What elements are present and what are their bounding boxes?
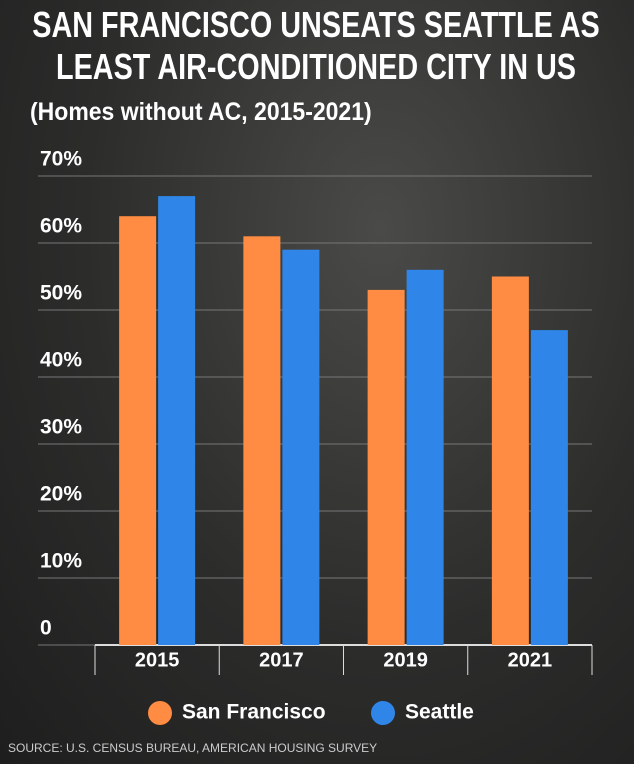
y-tick-label: 30% <box>40 416 82 439</box>
legend-label: Seattle <box>405 701 474 724</box>
chart-subtitle: (Homes without AC, 2015-2021) <box>30 98 372 126</box>
legend-marker <box>371 701 395 725</box>
bar <box>367 289 405 645</box>
legend-marker <box>148 701 172 725</box>
y-tick-label: 10% <box>40 550 82 573</box>
bar <box>282 249 320 645</box>
y-tick-label: 50% <box>40 282 82 305</box>
bar <box>406 269 444 645</box>
y-tick-label: 60% <box>40 215 82 238</box>
x-tick-label: 2019 <box>383 649 428 671</box>
bar <box>119 216 157 645</box>
bar <box>530 330 568 645</box>
x-tick-label: 2021 <box>508 649 553 671</box>
bar <box>158 196 196 645</box>
bar <box>491 276 529 645</box>
chart-title: SAN FRANCISCO UNSEATS SEATTLE AS LEAST A… <box>32 4 600 87</box>
source-note: SOURCE: U.S. CENSUS BUREAU, AMERICAN HOU… <box>8 741 378 755</box>
bar <box>243 236 281 646</box>
x-tick-label: 2015 <box>135 649 180 671</box>
x-tick-label: 2017 <box>259 649 304 671</box>
y-tick-label: 20% <box>40 483 82 506</box>
y-tick-label: 40% <box>40 349 82 372</box>
legend-label: San Francisco <box>182 701 326 724</box>
y-tick-label: 70% <box>40 148 82 171</box>
y-tick-label: 0 <box>40 617 52 640</box>
